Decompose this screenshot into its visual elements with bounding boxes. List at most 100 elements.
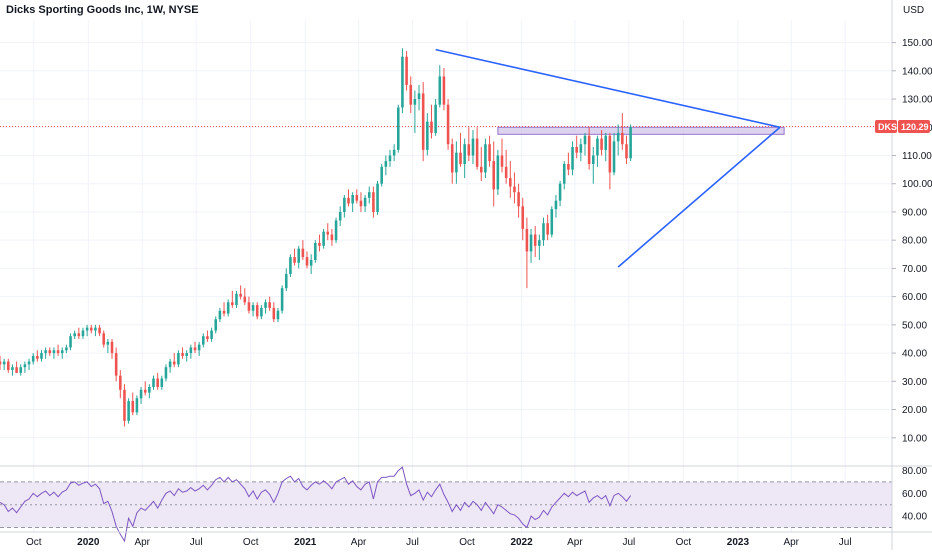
candle-body [123,389,126,421]
candle-body [160,378,164,387]
candle-body [355,195,359,201]
candle-body [450,144,454,173]
candle-body [193,347,197,351]
candle-body [65,347,68,351]
candle-body [604,135,608,150]
candle-body [322,231,325,246]
candle-body [359,200,363,207]
candle-body [318,243,321,246]
candle-body [85,327,89,331]
candle-body [164,367,168,379]
y-tick-label: 130.00 [902,95,932,106]
candle-body [513,186,516,193]
rsi-tick-label: 40.00 [902,512,927,523]
y-tick-label: 40.00 [902,349,927,360]
candle-body [521,206,525,229]
candle-body [185,353,188,356]
candle-body [36,355,39,359]
candle-body [479,166,483,173]
x-tick-label: Jul [406,537,419,548]
candle-body [247,302,251,311]
candle-body [202,336,205,345]
candle-body [525,228,529,252]
candle-body [239,293,242,297]
candle-body [31,355,35,362]
candle-body [255,305,259,317]
candle-body [571,147,574,170]
x-tick-label: Oct [243,537,259,548]
candle-body [131,401,135,413]
candle-body [471,138,475,156]
candle-body [380,166,383,184]
candle-body [442,76,446,105]
x-tick-label: Apr [783,537,799,548]
x-tick-label: 2020 [77,537,100,548]
candle-body [334,220,338,241]
candle-body [110,341,114,354]
candle-body [401,56,404,108]
candle-body [172,361,176,365]
rsi-tick-label: 80.00 [902,466,927,477]
candle-body [214,319,218,331]
x-tick-label: Apr [351,537,367,548]
candle-body [94,327,97,331]
candle-body [143,389,147,393]
candle-body [19,367,23,373]
candle-body [177,353,180,365]
candle-body [0,361,2,365]
candle-body [127,401,130,421]
candle-body [181,353,184,356]
y-tick-label: 80.00 [902,236,927,247]
x-tick-label: 2023 [727,537,750,548]
candle-body [156,378,159,387]
candle-body [338,211,342,221]
last-price-bg [898,119,930,133]
candle-body [343,197,346,212]
x-tick-label: 2021 [294,537,317,548]
candle-body [533,234,537,246]
candle-body [102,333,106,345]
candle-body [629,127,632,159]
candle-body [504,166,508,179]
candle-body [231,302,234,306]
x-tick-label: 2022 [510,537,533,548]
x-tick-label: Jul [839,537,852,548]
candle-body [347,197,350,204]
candle-body [218,310,222,320]
support-trendline [617,126,781,268]
candle-body [421,93,425,150]
candle-body [27,361,31,365]
candle-body [52,350,56,354]
candle-body [264,302,267,308]
candle-body [23,364,27,368]
y-tick-label: 150.00 [902,38,932,49]
drawing-layer-over[interactable] [435,48,781,268]
candle-body [56,350,60,354]
candle-body [446,104,450,145]
candle-body [260,307,263,317]
candle-body [73,333,76,337]
last-price-value: 120.29 [901,122,929,132]
candle-body [276,310,280,320]
candle-body [621,132,624,145]
candle-body [235,293,238,306]
candle-body [413,99,417,105]
candle-body [98,327,101,334]
y-tick-label: 30.00 [902,377,927,388]
last-price-tag: DKS 120.29 [875,119,930,133]
candle-body [517,192,520,207]
candle-body [459,152,462,164]
candle-body [139,389,143,399]
y-tick-label: 90.00 [902,207,927,218]
y-tick-label: 140.00 [902,66,932,77]
candle-body [467,144,471,156]
candle-body [189,347,193,354]
resistance-trendline [435,48,781,129]
candle-body [392,149,396,156]
candles [0,48,632,427]
candle-body [546,223,549,235]
candle-body [550,209,554,235]
candle-body [272,307,276,320]
